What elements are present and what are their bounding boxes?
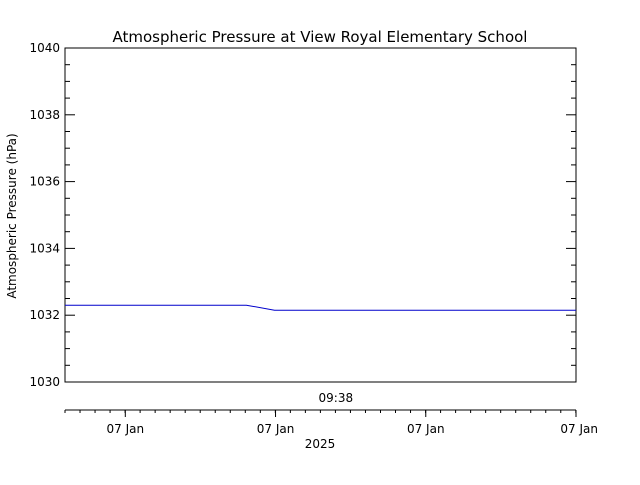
y-tick-label: 1034 xyxy=(29,241,60,255)
y-tick-label: 1032 xyxy=(29,308,60,322)
time-marker-label: 09:38 xyxy=(319,391,354,405)
y-axis-label: Atmospheric Pressure (hPa) xyxy=(5,133,19,298)
y-tick-label: 1036 xyxy=(29,175,60,189)
series-layer xyxy=(65,304,576,311)
y-tick-label: 1030 xyxy=(29,375,60,389)
x-tick-label: 07 Jan xyxy=(257,422,295,436)
x-tick-label: 07 Jan xyxy=(107,422,145,436)
y-axis-ticks: 1030 1032 1034 1036 1038 1040 xyxy=(29,41,576,389)
chart-title: Atmospheric Pressure at View Royal Eleme… xyxy=(113,28,528,46)
y-tick-label: 1040 xyxy=(29,41,60,55)
x-tick-label: 07 Jan xyxy=(407,422,445,436)
plot-frame xyxy=(64,47,577,383)
x-tick-label: 07 Jan xyxy=(560,422,598,436)
x-axis-ticks: 07 Jan 07 Jan 07 Jan 07 Jan xyxy=(64,410,598,436)
y-tick-label: 1038 xyxy=(29,108,60,122)
x-axis-year-label: 2025 xyxy=(305,437,336,451)
series-line-0 xyxy=(65,304,576,311)
